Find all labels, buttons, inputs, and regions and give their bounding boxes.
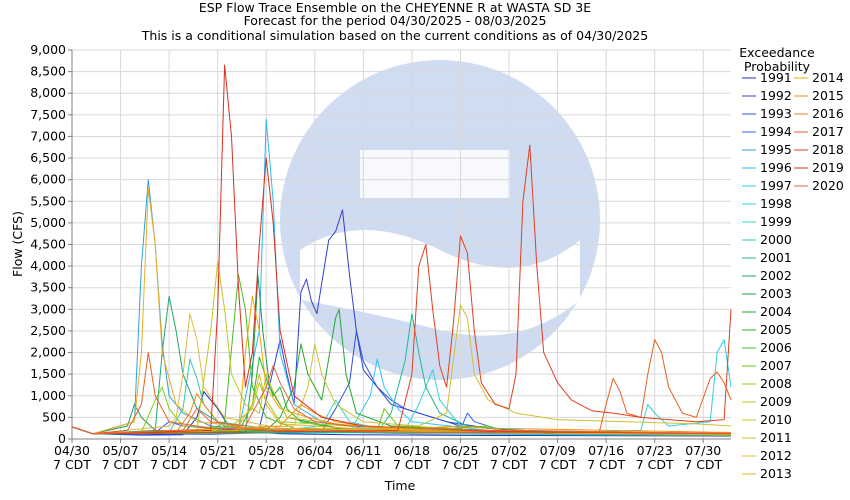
y-tick-label: 2,500 bbox=[30, 323, 66, 338]
x-tick-label-date: 06/04 bbox=[297, 443, 333, 458]
legend-label-1992: 1992 bbox=[760, 88, 792, 103]
x-axis-label: Time bbox=[384, 478, 416, 493]
y-tick-label: 1,500 bbox=[30, 366, 66, 381]
x-tick-label-time: 7 CDT bbox=[53, 457, 91, 472]
legend-label-2015: 2015 bbox=[812, 88, 844, 103]
legend-label-2005: 2005 bbox=[760, 322, 792, 337]
x-tick-label-date: 04/30 bbox=[54, 443, 90, 458]
x-tick-label-date: 07/30 bbox=[685, 443, 721, 458]
series-line-2017 bbox=[71, 339, 732, 435]
y-tick-label: 2,000 bbox=[30, 345, 66, 360]
x-tick-label-time: 7 CDT bbox=[636, 457, 674, 472]
x-tick-label-time: 7 CDT bbox=[587, 457, 625, 472]
x-tick-label-date: 05/21 bbox=[200, 443, 236, 458]
legend-label-2002: 2002 bbox=[760, 268, 792, 283]
y-tick-label: 4,500 bbox=[30, 237, 66, 252]
x-tick-label-time: 7 CDT bbox=[490, 457, 528, 472]
chart-subtitle-conditions: This is a conditional simulation based o… bbox=[141, 28, 648, 43]
y-tick-label: 8,500 bbox=[30, 64, 66, 79]
series-line-2018 bbox=[71, 144, 732, 435]
y-tick-label: 4,000 bbox=[30, 258, 66, 273]
y-tick-label: 6,000 bbox=[30, 172, 66, 187]
y-axis-label: Flow (CFS) bbox=[10, 211, 25, 277]
x-tick-label-date: 05/14 bbox=[151, 443, 187, 458]
y-tick-label: 0 bbox=[58, 431, 66, 446]
x-tick-label-date: 06/25 bbox=[442, 443, 478, 458]
legend-label-2009: 2009 bbox=[760, 394, 792, 409]
legend-label-2006: 2006 bbox=[760, 340, 792, 355]
series-line-2012 bbox=[71, 313, 732, 436]
legend-label-1997: 1997 bbox=[760, 178, 792, 193]
legend-label-1998: 1998 bbox=[760, 196, 792, 211]
legend-label-2019: 2019 bbox=[812, 160, 844, 175]
legend-label-1995: 1995 bbox=[760, 142, 792, 157]
legend-label-2013: 2013 bbox=[760, 466, 792, 481]
x-tick-label-time: 7 CDT bbox=[296, 457, 334, 472]
x-tick-label-date: 06/18 bbox=[394, 443, 430, 458]
y-tick-label: 6,500 bbox=[30, 150, 66, 165]
legend-label-2004: 2004 bbox=[760, 304, 792, 319]
y-tick-label: 8,000 bbox=[30, 85, 66, 100]
y-tick-label: 500 bbox=[42, 409, 66, 424]
y-tick-label: 7,500 bbox=[30, 107, 66, 122]
legend-label-2020: 2020 bbox=[812, 178, 844, 193]
x-tick-label-date: 06/11 bbox=[345, 443, 381, 458]
legend-label-2017: 2017 bbox=[812, 124, 844, 139]
x-tick-label-time: 7 CDT bbox=[344, 457, 382, 472]
series-line-1991 bbox=[71, 391, 732, 437]
legend-title-line1: Exceedance bbox=[739, 45, 815, 60]
x-tick-label-time: 7 CDT bbox=[442, 457, 480, 472]
x-tick-label-date: 07/09 bbox=[540, 443, 576, 458]
legend-label-1994: 1994 bbox=[760, 124, 792, 139]
series-line-2011 bbox=[71, 304, 732, 435]
noaa-watermark-logo bbox=[280, 60, 600, 380]
y-tick-label: 5,500 bbox=[30, 193, 66, 208]
y-tick-label: 7,000 bbox=[30, 128, 66, 143]
legend-title-line2: Probability bbox=[744, 59, 811, 74]
legend-label-2007: 2007 bbox=[760, 358, 792, 373]
x-tick-label-date: 05/28 bbox=[248, 443, 284, 458]
x-tick-label-time: 7 CDT bbox=[393, 457, 431, 472]
series-layer bbox=[71, 64, 732, 437]
y-tick-label: 3,500 bbox=[30, 280, 66, 295]
x-tick-label-time: 7 CDT bbox=[539, 457, 577, 472]
series-line-2020 bbox=[71, 365, 732, 435]
legend-label-1996: 1996 bbox=[760, 160, 792, 175]
x-tick-label-time: 7 CDT bbox=[150, 457, 188, 472]
legend-label-2001: 2001 bbox=[760, 250, 792, 265]
legend-label-2008: 2008 bbox=[760, 376, 792, 391]
x-tick-label-date: 05/07 bbox=[103, 443, 139, 458]
legend-label-2011: 2011 bbox=[760, 430, 792, 445]
x-tick-label-date: 07/16 bbox=[588, 443, 624, 458]
x-tick-label-date: 07/23 bbox=[637, 443, 673, 458]
y-tick-label: 5,000 bbox=[30, 215, 66, 230]
x-tick-label-time: 7 CDT bbox=[199, 457, 237, 472]
legend-label-2000: 2000 bbox=[760, 232, 792, 247]
y-axis-ticks: 0 500 1,000 1,500 2,000 2,500 3,000 3,500 4,000 4… bbox=[30, 42, 72, 446]
x-tick-label-time: 7 CDT bbox=[684, 457, 722, 472]
legend-label-2012: 2012 bbox=[760, 448, 792, 463]
x-tick-label-time: 7 CDT bbox=[247, 457, 285, 472]
y-tick-label: 3,000 bbox=[30, 301, 66, 316]
series-line-2013 bbox=[71, 187, 732, 436]
legend-label-1999: 1999 bbox=[760, 214, 792, 229]
legend-label-1993: 1993 bbox=[760, 106, 792, 121]
legend-label-2003: 2003 bbox=[760, 286, 792, 301]
legend: Exceedance Probability 1991 1992 1993 1994 1… bbox=[739, 45, 844, 481]
y-tick-label: 9,000 bbox=[30, 42, 66, 57]
legend-label-2016: 2016 bbox=[812, 106, 844, 121]
chart-subtitle-period: Forecast for the period 04/30/2025 - 08/… bbox=[244, 13, 547, 28]
chart-title: ESP Flow Trace Ensemble on the CHEYENNE … bbox=[199, 0, 591, 15]
legend-label-1991: 1991 bbox=[760, 70, 792, 85]
y-tick-label: 1,000 bbox=[30, 388, 66, 403]
legend-label-2014: 2014 bbox=[812, 70, 844, 85]
x-tick-label-time: 7 CDT bbox=[102, 457, 140, 472]
legend-label-2010: 2010 bbox=[760, 412, 792, 427]
legend-label-2018: 2018 bbox=[812, 142, 844, 157]
x-tick-label-date: 07/02 bbox=[491, 443, 527, 458]
